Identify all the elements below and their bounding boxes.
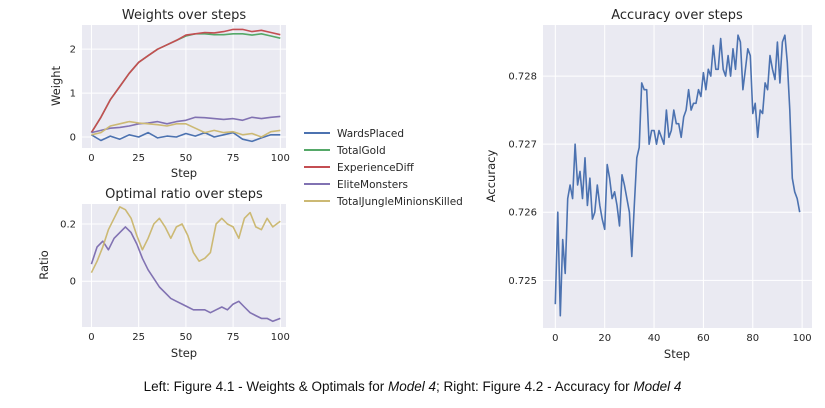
weights-x-tick-label: 25 bbox=[132, 153, 145, 164]
figure-canvas: 0 25 50 75 100 0 1 2 Weights over steps Step We… bbox=[37, 8, 812, 361]
weights-line-elitemonsters bbox=[91, 115, 281, 134]
weights-x-tick-label: 0 bbox=[88, 153, 94, 164]
accuracy-plot-area bbox=[543, 25, 812, 328]
weights-y-axis-label: Weight bbox=[49, 65, 63, 106]
ratio-x-tick-label: 25 bbox=[132, 332, 145, 343]
ratio-line-series-0 bbox=[90, 226, 281, 323]
weights-y-tick-label: 0 bbox=[70, 133, 76, 144]
caption-left-model: Model 4 bbox=[387, 379, 437, 394]
legend-label: TotalJungleMinionsKilled bbox=[336, 196, 463, 208]
ratio-x-tick-label: 75 bbox=[227, 332, 240, 343]
accuracy-chart-title: Accuracy over steps bbox=[611, 8, 743, 23]
accuracy-x-tick-label: 0 bbox=[552, 333, 558, 344]
accuracy-x-tick-label: 80 bbox=[746, 333, 759, 344]
ratio-chart-title: Optimal ratio over steps bbox=[105, 187, 263, 202]
weights-x-axis-label: Step bbox=[171, 166, 197, 180]
legend-label: TotalGold bbox=[336, 145, 386, 157]
accuracy-y-tick-label: 0.725 bbox=[508, 276, 537, 287]
caption-right-model: Model 4 bbox=[633, 379, 682, 394]
accuracy-y-axis-label: Accuracy bbox=[484, 150, 498, 203]
accuracy-x-axis-label: Step bbox=[664, 347, 690, 361]
accuracy-x-tick-label: 100 bbox=[793, 333, 812, 344]
legend-label: WardsPlaced bbox=[337, 128, 404, 140]
ratio-x-tick-label: 100 bbox=[271, 332, 290, 343]
accuracy-y-tick-label: 0.727 bbox=[508, 140, 537, 151]
ratio-line-series-1 bbox=[90, 206, 281, 274]
ratio-x-tick-label: 50 bbox=[180, 332, 193, 343]
ratio-y-tick-label: 0.2 bbox=[60, 220, 76, 231]
accuracy-y-tick-label: 0.728 bbox=[508, 72, 537, 83]
weights-chart-title: Weights over steps bbox=[122, 8, 246, 23]
accuracy-line-series-0 bbox=[554, 34, 801, 317]
caption-left-text: Left: Figure 4.1 - Weights & Optimals fo… bbox=[143, 379, 388, 394]
accuracy-x-tick-label: 20 bbox=[598, 333, 611, 344]
weights-x-tick-label: 50 bbox=[180, 153, 193, 164]
accuracy-chart: 0 20 40 60 80 100 0.725 0.726 0.727 0.728 Accurac… bbox=[484, 8, 812, 361]
weights-chart: 0 25 50 75 100 0 1 2 Weights over steps Step We… bbox=[49, 8, 290, 180]
legend-label: EliteMonsters bbox=[337, 179, 408, 191]
weights-line-experiencediff bbox=[90, 28, 281, 134]
figure-caption: Left: Figure 4.1 - Weights & Optimals fo… bbox=[0, 379, 825, 394]
weights-plot-area bbox=[82, 25, 286, 148]
weights-legend: WardsPlaced TotalGold ExperienceDiff EliteM… bbox=[304, 128, 463, 208]
caption-right-text: ; Right: Figure 4.2 - Accuracy for bbox=[436, 379, 634, 394]
accuracy-x-tick-label: 40 bbox=[648, 333, 661, 344]
weights-line-wardsplaced bbox=[90, 131, 281, 143]
weights-y-tick-label: 2 bbox=[70, 45, 76, 56]
accuracy-x-tick-label: 60 bbox=[697, 333, 710, 344]
ratio-x-axis-label: Step bbox=[171, 346, 197, 360]
weights-x-tick-label: 75 bbox=[227, 153, 240, 164]
weights-y-tick-label: 1 bbox=[70, 89, 76, 100]
ratio-y-tick-label: 0 bbox=[70, 277, 76, 288]
accuracy-y-tick-label: 0.726 bbox=[508, 208, 537, 219]
weights-line-totaljungleminionskilled bbox=[91, 120, 281, 138]
weights-x-tick-label: 100 bbox=[271, 153, 290, 164]
legend-label: ExperienceDiff bbox=[337, 162, 415, 174]
ratio-x-tick-label: 0 bbox=[88, 332, 94, 343]
ratio-y-axis-label: Ratio bbox=[37, 250, 51, 280]
